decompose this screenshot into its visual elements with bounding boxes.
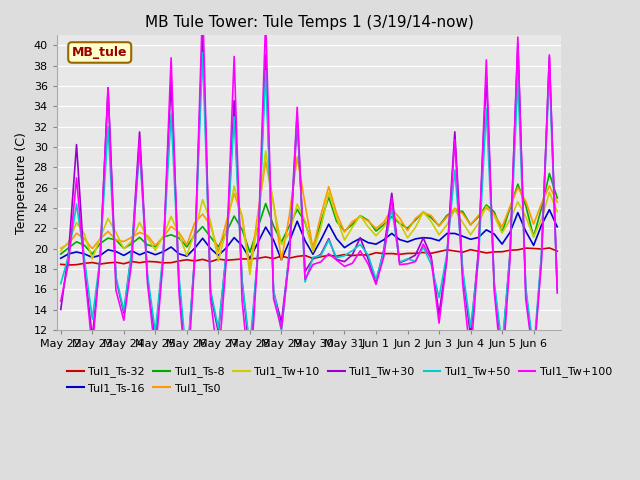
Legend: Tul1_Ts-32, Tul1_Ts-16, Tul1_Ts-8, Tul1_Ts0, Tul1_Tw+10, Tul1_Tw+30, Tul1_Tw+50,: Tul1_Ts-32, Tul1_Ts-16, Tul1_Ts-8, Tul1_… xyxy=(62,362,616,398)
Title: MB Tule Tower: Tule Temps 1 (3/19/14-now): MB Tule Tower: Tule Temps 1 (3/19/14-now… xyxy=(145,15,474,30)
Y-axis label: Temperature (C): Temperature (C) xyxy=(15,132,28,234)
Text: MB_tule: MB_tule xyxy=(72,46,127,59)
